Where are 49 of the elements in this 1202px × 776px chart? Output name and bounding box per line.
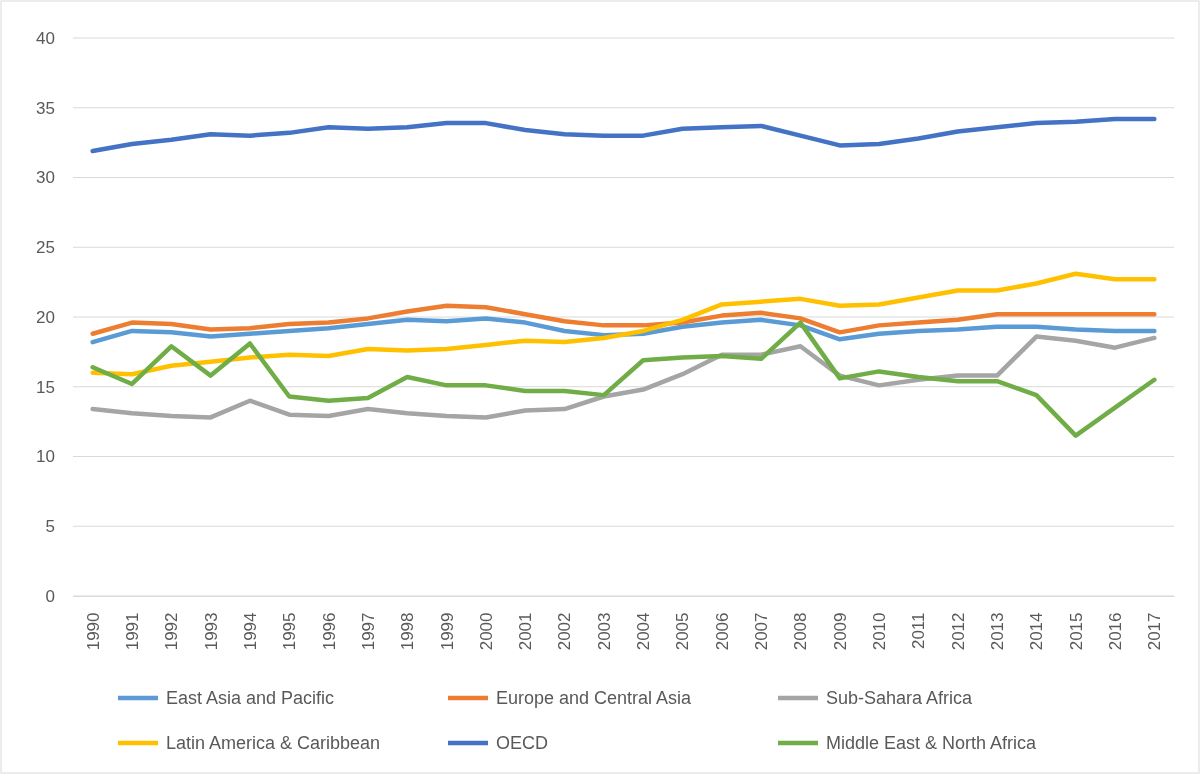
x-tick-label: 1998	[398, 612, 418, 651]
x-tick-label: 2004	[634, 612, 654, 651]
legend-label: OECD	[496, 733, 549, 754]
x-tick-label: 2009	[830, 612, 850, 651]
y-tick-label: 15	[36, 377, 55, 397]
x-tick-label: 2003	[594, 612, 614, 651]
x-tick-label: 2014	[1027, 612, 1047, 651]
x-tick-label: 2017	[1145, 612, 1165, 651]
line-series	[90, 320, 1157, 438]
legend-label: Europe and Central Asia	[496, 688, 693, 709]
legend-label: Latin America & Caribbean	[166, 733, 381, 754]
y-tick-label: 40	[36, 28, 55, 48]
x-tick-label: 2016	[1105, 612, 1125, 651]
legend-label: East Asia and Pacific	[166, 688, 335, 709]
x-tick-label: 2006	[712, 612, 732, 651]
x-tick-label: 1997	[358, 612, 378, 651]
y-tick-label: 20	[36, 307, 55, 327]
x-tick-label: 1993	[201, 612, 221, 651]
x-tick-label: 2005	[673, 612, 693, 651]
line-series	[90, 271, 1157, 377]
legend-label: Middle East & North Africa	[826, 733, 1038, 754]
x-tick-label: 2001	[516, 612, 536, 651]
y-tick-label: 5	[45, 517, 55, 537]
x-tick-label: 1995	[280, 612, 300, 651]
x-tick-label: 2008	[791, 612, 811, 651]
x-tick-label: 1994	[240, 612, 260, 651]
y-tick-label: 35	[36, 98, 55, 118]
x-tick-label: 1996	[319, 612, 339, 651]
x-tick-label: 2002	[555, 612, 575, 651]
legend-label: Sub-Sahara Africa	[826, 688, 974, 709]
x-tick-label: 2015	[1066, 612, 1086, 651]
y-tick-label: 25	[36, 238, 55, 258]
x-tick-label: 2012	[948, 612, 968, 651]
x-tick-label: 2007	[752, 612, 772, 651]
x-tick-label: 1991	[122, 612, 142, 651]
x-tick-label: 2010	[870, 612, 890, 651]
x-tick-label: 2000	[476, 612, 496, 651]
line-series	[90, 116, 1157, 154]
y-tick-label: 0	[45, 586, 55, 606]
x-tick-label: 1992	[162, 612, 182, 651]
x-tick-label: 1999	[437, 612, 457, 651]
y-tick-label: 30	[36, 168, 55, 188]
line-series	[90, 316, 1157, 345]
x-tick-label: 1990	[83, 612, 103, 651]
x-tick-label: 2013	[988, 612, 1007, 651]
line-series	[90, 303, 1157, 336]
x-tick-label: 2011	[909, 612, 929, 650]
y-tick-label: 10	[36, 447, 55, 467]
line-series	[90, 334, 1157, 420]
